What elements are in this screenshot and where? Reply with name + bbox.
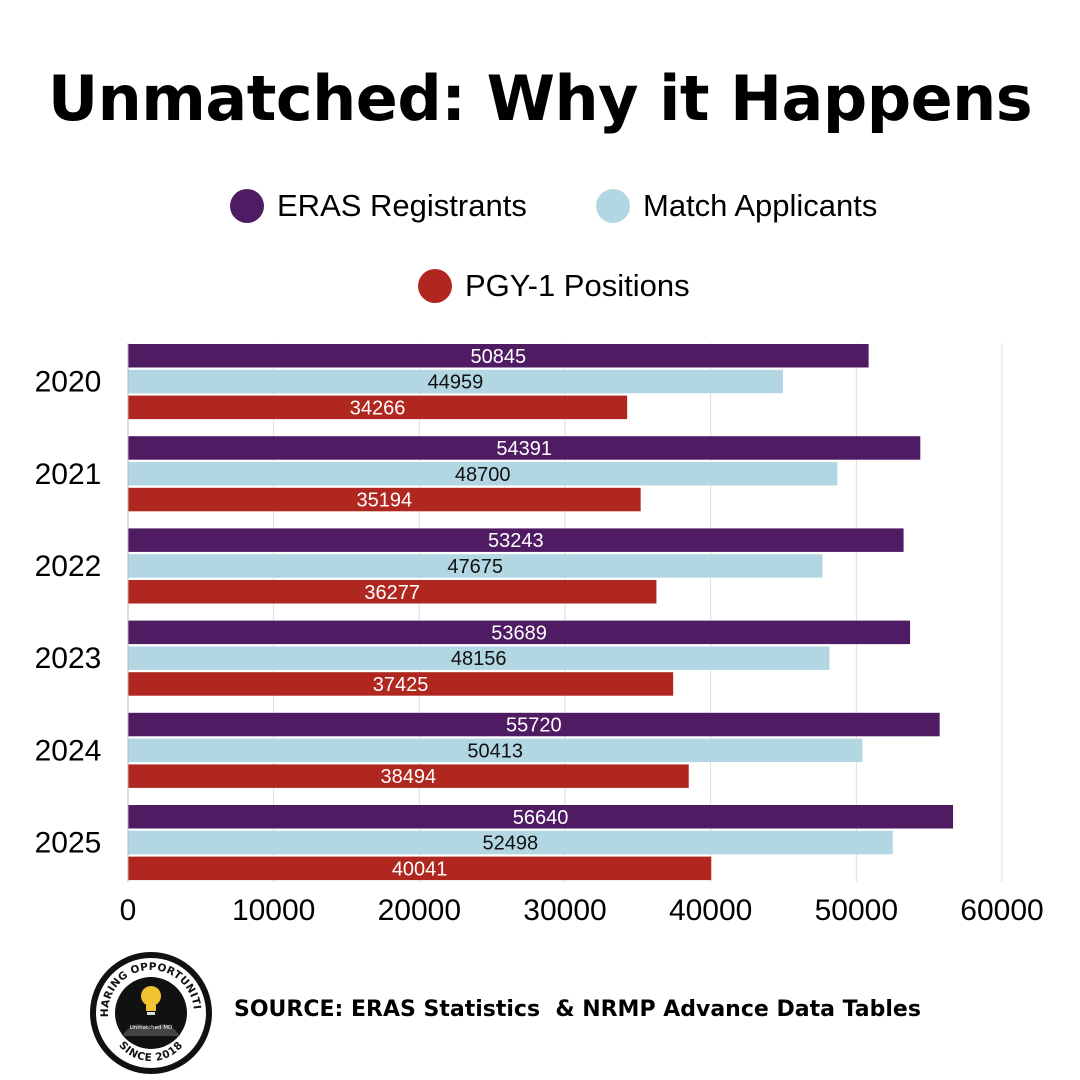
bar — [128, 580, 657, 604]
legend-label-match: Match Applicants — [643, 188, 878, 223]
legend-swatch-match — [596, 189, 630, 223]
bar-value-label: 56640 — [513, 807, 569, 829]
chart-title: Unmatched: Why it Happens — [47, 62, 1033, 135]
bar — [128, 462, 838, 486]
lightbulb-icon — [141, 986, 161, 1015]
legend-item-eras: ERAS Registrants — [230, 186, 527, 226]
sharing-opportunities-logo: SHARING OPPORTUNITIES SINCE 2018 Unmatch… — [88, 950, 212, 1074]
y-tick-label: 2024 — [35, 734, 102, 767]
bar — [128, 856, 712, 881]
bar-value-label: 44959 — [428, 372, 484, 394]
bar-value-label: 40041 — [392, 858, 448, 880]
logo-inner-text: Unmatched MD — [130, 1025, 173, 1031]
x-tick-label: 20000 — [378, 894, 461, 927]
x-tick-label: 60000 — [960, 894, 1043, 927]
bar — [128, 369, 783, 394]
x-tick-label: 40000 — [669, 894, 752, 927]
y-tick-label: 2023 — [35, 642, 102, 675]
y-tick-label: 2020 — [35, 366, 102, 399]
x-tick-label: 30000 — [523, 894, 606, 927]
bar-value-label: 54391 — [496, 438, 552, 460]
y-tick-label: 2022 — [35, 550, 102, 583]
bar — [128, 738, 863, 763]
bar-value-label: 34266 — [350, 397, 406, 419]
bar — [128, 805, 954, 829]
legend-label-eras: ERAS Registrants — [277, 188, 527, 223]
bar-value-label: 36277 — [364, 582, 420, 604]
bar-value-label: 48700 — [455, 464, 511, 486]
x-tick-label: 50000 — [815, 894, 898, 927]
bar-value-label: 47675 — [447, 556, 503, 578]
bar-value-label: 52498 — [483, 833, 539, 855]
bar — [128, 395, 628, 420]
y-tick-label: 2021 — [35, 458, 102, 491]
bar — [128, 554, 823, 578]
legend-item-pgy1: PGY-1 Positions — [418, 266, 690, 306]
x-tick-label: 0 — [120, 894, 137, 927]
bar — [128, 764, 689, 788]
bar — [128, 487, 641, 512]
x-tick-label: 10000 — [232, 894, 315, 927]
bar — [128, 672, 674, 696]
legend-item-match: Match Applicants — [596, 186, 877, 226]
bar — [128, 646, 830, 670]
bar — [128, 436, 921, 460]
bar-value-label: 48156 — [451, 648, 507, 670]
bar-value-label: 35194 — [357, 490, 413, 512]
bar — [128, 344, 869, 368]
legend-label-pgy1: PGY-1 Positions — [465, 268, 690, 303]
bar-value-label: 37425 — [373, 674, 429, 696]
bar-value-label: 50413 — [467, 740, 523, 762]
bar-value-label: 50845 — [471, 346, 527, 368]
bar — [128, 620, 911, 645]
source-note: SOURCE: ERAS Statistics & NRMP Advance D… — [234, 997, 921, 1022]
bar-value-label: 55720 — [506, 715, 562, 737]
bar — [128, 830, 893, 855]
legend-swatch-eras — [230, 189, 264, 223]
legend-swatch-pgy1 — [418, 269, 452, 303]
bar-value-label: 53689 — [491, 622, 547, 644]
bar-value-label: 53243 — [488, 530, 544, 552]
bar — [128, 528, 904, 552]
y-tick-label: 2025 — [35, 827, 102, 860]
bar-value-label: 38494 — [381, 766, 437, 788]
bar — [128, 712, 940, 737]
